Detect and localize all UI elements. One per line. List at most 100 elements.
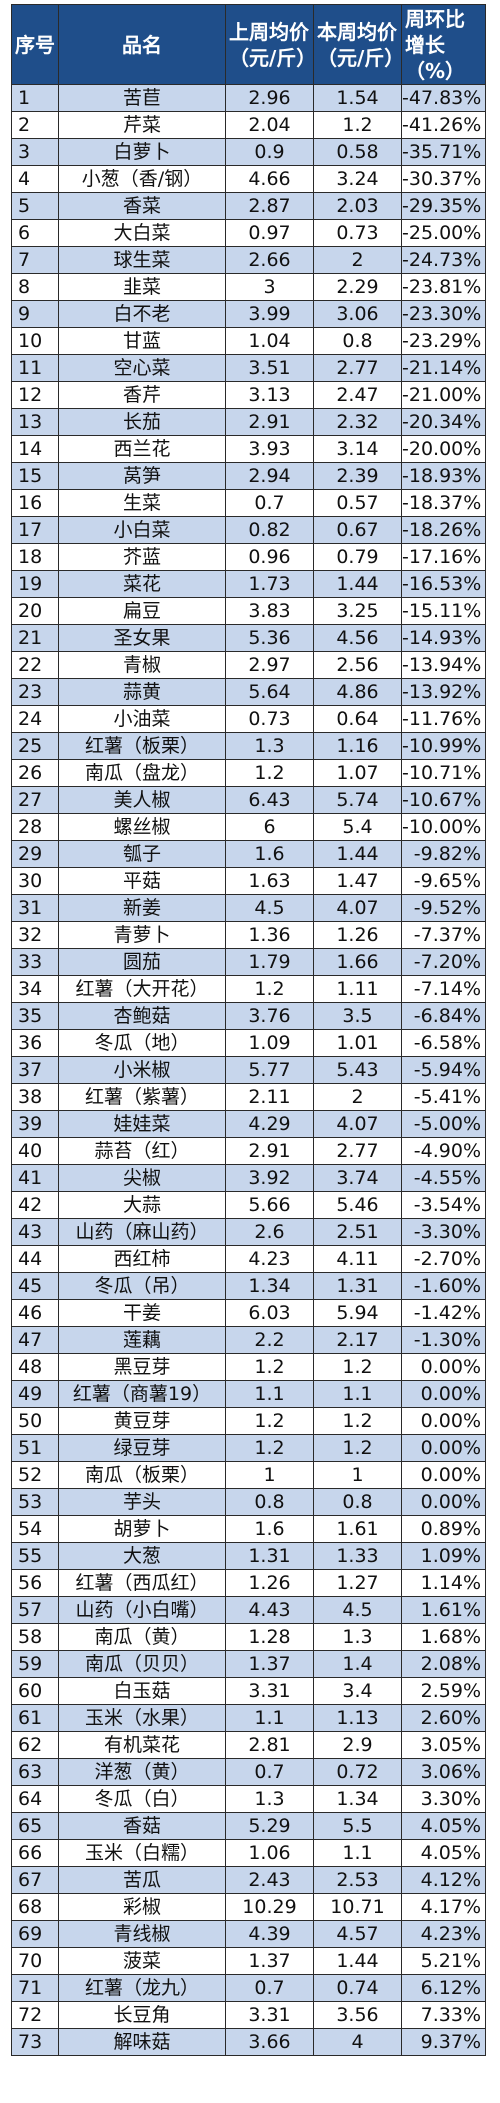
this-week-price: 2.39 bbox=[313, 462, 402, 490]
row-number: 5 bbox=[11, 192, 59, 220]
table-row: 58 南瓜（黄） 1.28 1.3 1.68% bbox=[11, 1623, 486, 1651]
table-row: 69 青线椒 4.39 4.57 4.23% bbox=[11, 1920, 486, 1948]
product-name: 红薯（龙九） bbox=[58, 1974, 226, 2002]
table-row: 33 圆茄 1.79 1.66 -7.20% bbox=[11, 948, 486, 976]
product-name: 圆茄 bbox=[58, 948, 226, 976]
table-row: 73 解味菇 3.66 4 9.37% bbox=[11, 2028, 486, 2056]
product-name: 红薯（大开花） bbox=[58, 975, 226, 1003]
table-row: 14 西兰花 3.93 3.14 -20.00% bbox=[11, 435, 486, 463]
last-week-price: 4.43 bbox=[225, 1596, 314, 1624]
weekly-change: 9.37% bbox=[401, 2028, 486, 2056]
weekly-change: 3.06% bbox=[401, 1758, 486, 1786]
last-week-price: 4.66 bbox=[225, 165, 314, 193]
row-number: 30 bbox=[11, 867, 59, 895]
row-number: 72 bbox=[11, 2001, 59, 2029]
last-week-price: 4.39 bbox=[225, 1920, 314, 1948]
table-row: 52 南瓜（板栗） 1 1 0.00% bbox=[11, 1461, 486, 1489]
this-week-price: 0.8 bbox=[313, 1488, 402, 1516]
row-number: 29 bbox=[11, 840, 59, 868]
weekly-change: 1.68% bbox=[401, 1623, 486, 1651]
last-week-price: 1.2 bbox=[225, 975, 314, 1003]
this-week-price: 5.5 bbox=[313, 1812, 402, 1840]
this-week-price: 1.33 bbox=[313, 1542, 402, 1570]
weekly-change: -41.26% bbox=[401, 111, 486, 139]
row-number: 14 bbox=[11, 435, 59, 463]
last-week-price: 10.29 bbox=[225, 1893, 314, 1921]
weekly-change: 3.30% bbox=[401, 1785, 486, 1813]
row-number: 56 bbox=[11, 1569, 59, 1597]
product-name: 苦瓜 bbox=[58, 1866, 226, 1894]
table-row: 56 红薯（西瓜红） 1.26 1.27 1.14% bbox=[11, 1569, 486, 1597]
header-row: 序号 品名 上周均价（元/斤） 本周均价（元/斤） 周环比增长（%） bbox=[11, 4, 486, 85]
row-number: 69 bbox=[11, 1920, 59, 1948]
table-row: 47 莲藕 2.2 2.17 -1.30% bbox=[11, 1326, 486, 1354]
weekly-change: -5.94% bbox=[401, 1056, 486, 1084]
weekly-change: 0.00% bbox=[401, 1434, 486, 1462]
product-name: 山药（小白嘴） bbox=[58, 1596, 226, 1624]
table-row: 31 新姜 4.5 4.07 -9.52% bbox=[11, 894, 486, 922]
product-name: 玉米（水果） bbox=[58, 1704, 226, 1732]
weekly-change: -14.93% bbox=[401, 624, 486, 652]
product-name: 娃娃菜 bbox=[58, 1110, 226, 1138]
last-week-price: 5.77 bbox=[225, 1056, 314, 1084]
weekly-change: -23.29% bbox=[401, 327, 486, 355]
product-name: 莴笋 bbox=[58, 462, 226, 490]
product-name: 有机菜花 bbox=[58, 1731, 226, 1759]
row-number: 37 bbox=[11, 1056, 59, 1084]
product-name: 长茄 bbox=[58, 408, 226, 436]
table-row: 49 红薯（商薯19） 1.1 1.1 0.00% bbox=[11, 1380, 486, 1408]
weekly-change: -1.60% bbox=[401, 1272, 486, 1300]
product-name: 冬瓜（吊） bbox=[58, 1272, 226, 1300]
weekly-change: -10.00% bbox=[401, 813, 486, 841]
table-row: 50 黄豆芽 1.2 1.2 0.00% bbox=[11, 1407, 486, 1435]
weekly-change: -1.30% bbox=[401, 1326, 486, 1354]
row-number: 36 bbox=[11, 1029, 59, 1057]
last-week-price: 2.87 bbox=[225, 192, 314, 220]
table-row: 65 香菇 5.29 5.5 4.05% bbox=[11, 1812, 486, 1840]
last-week-price: 1.04 bbox=[225, 327, 314, 355]
row-number: 63 bbox=[11, 1758, 59, 1786]
row-number: 65 bbox=[11, 1812, 59, 1840]
weekly-change: 3.05% bbox=[401, 1731, 486, 1759]
product-name: 菜花 bbox=[58, 570, 226, 598]
this-week-price: 2 bbox=[313, 246, 402, 274]
product-name: 南瓜（贝贝） bbox=[58, 1650, 226, 1678]
row-number: 27 bbox=[11, 786, 59, 814]
product-name: 大白菜 bbox=[58, 219, 226, 247]
product-name: 白不老 bbox=[58, 300, 226, 328]
row-number: 19 bbox=[11, 570, 59, 598]
product-name: 冬瓜（地） bbox=[58, 1029, 226, 1057]
product-name: 红薯（商薯19） bbox=[58, 1380, 226, 1408]
this-week-price: 1.1 bbox=[313, 1839, 402, 1867]
table-row: 36 冬瓜（地） 1.09 1.01 -6.58% bbox=[11, 1029, 486, 1057]
this-week-price: 1.47 bbox=[313, 867, 402, 895]
weekly-change: -5.00% bbox=[401, 1110, 486, 1138]
product-name: 芋头 bbox=[58, 1488, 226, 1516]
row-number: 57 bbox=[11, 1596, 59, 1624]
product-name: 青椒 bbox=[58, 651, 226, 679]
table-row: 27 美人椒 6.43 5.74 -10.67% bbox=[11, 786, 486, 814]
table-row: 60 白玉菇 3.31 3.4 2.59% bbox=[11, 1677, 486, 1705]
product-name: 青线椒 bbox=[58, 1920, 226, 1948]
last-week-price: 5.36 bbox=[225, 624, 314, 652]
this-week-price: 3.74 bbox=[313, 1164, 402, 1192]
weekly-change: -5.41% bbox=[401, 1083, 486, 1111]
last-week-price: 6 bbox=[225, 813, 314, 841]
this-week-price: 1.2 bbox=[313, 1353, 402, 1381]
last-week-price: 1.37 bbox=[225, 1947, 314, 1975]
this-week-price: 4.86 bbox=[313, 678, 402, 706]
weekly-change: 1.61% bbox=[401, 1596, 486, 1624]
last-week-price: 2.96 bbox=[225, 84, 314, 112]
weekly-change: -24.73% bbox=[401, 246, 486, 274]
table-row: 42 大蒜 5.66 5.46 -3.54% bbox=[11, 1191, 486, 1219]
last-week-price: 1.1 bbox=[225, 1380, 314, 1408]
table-row: 67 苦瓜 2.43 2.53 4.12% bbox=[11, 1866, 486, 1894]
this-week-price: 4.57 bbox=[313, 1920, 402, 1948]
weekly-change: -18.37% bbox=[401, 489, 486, 517]
this-week-price: 1.13 bbox=[313, 1704, 402, 1732]
product-name: 小白菜 bbox=[58, 516, 226, 544]
product-name: 南瓜（板栗） bbox=[58, 1461, 226, 1489]
product-name: 香芹 bbox=[58, 381, 226, 409]
table-row: 6 大白菜 0.97 0.73 -25.00% bbox=[11, 219, 486, 247]
last-week-price: 1.3 bbox=[225, 1785, 314, 1813]
